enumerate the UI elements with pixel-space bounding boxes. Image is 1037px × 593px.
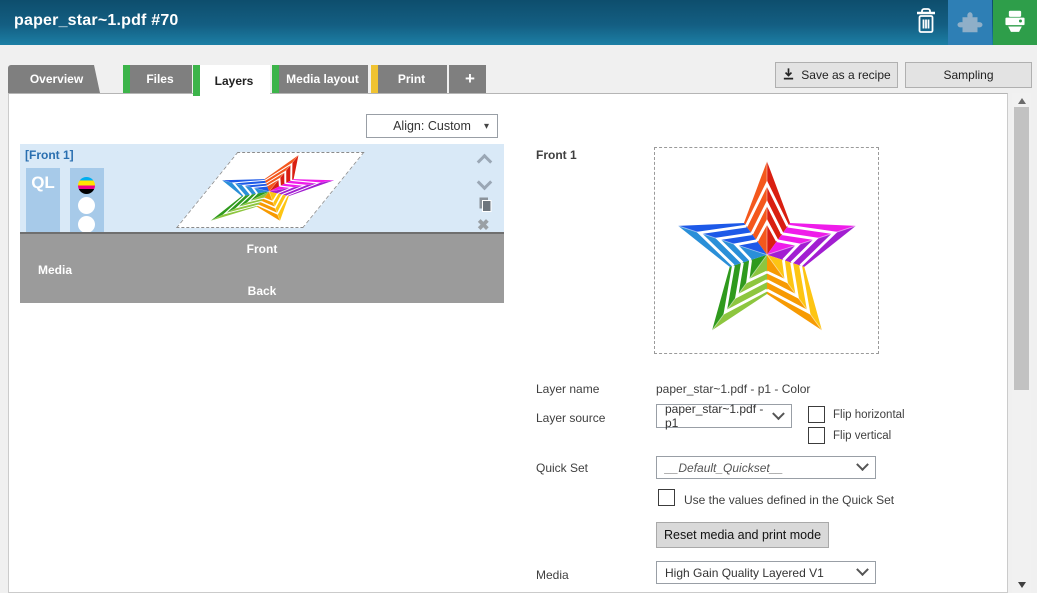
align-select[interactable]: Align: Custom ▾ bbox=[366, 114, 498, 138]
tab-status-stripe bbox=[371, 65, 378, 93]
tab-label: Files bbox=[146, 72, 174, 86]
empty-ink-dot bbox=[78, 216, 95, 233]
title-bar: paper_star~1.pdf #70 bbox=[0, 0, 1037, 45]
layer-source-value: paper_star~1.pdf - p1 bbox=[665, 402, 764, 430]
save-as-recipe-button[interactable]: Save as a recipe bbox=[775, 62, 898, 88]
layer-name-label: Layer name bbox=[536, 382, 600, 396]
tab-label: Media layout bbox=[286, 72, 359, 86]
dropdown-triangle-icon: ▾ bbox=[483, 120, 489, 132]
scroll-up-arrow[interactable] bbox=[1012, 93, 1031, 109]
quick-set-label: Quick Set bbox=[536, 461, 589, 475]
flip-horizontal-checkbox[interactable] bbox=[808, 406, 825, 423]
layer-name-value: paper_star~1.pdf - p1 - Color bbox=[656, 382, 811, 396]
puzzle-icon bbox=[955, 6, 985, 39]
printer-icon bbox=[1000, 6, 1030, 39]
reset-button-label: Reset media and print mode bbox=[663, 528, 822, 542]
chevron-down-icon bbox=[856, 563, 869, 577]
media-label: Media bbox=[536, 568, 569, 582]
quick-set-select[interactable]: __Default_Quickset__ bbox=[656, 456, 876, 479]
tab-label: Layers bbox=[214, 73, 254, 88]
move-layer-up-icon[interactable] bbox=[476, 153, 493, 170]
triangle-up-icon bbox=[1017, 98, 1026, 104]
media-select[interactable]: High Gain Quality Layered V1 bbox=[656, 561, 876, 584]
layer-row-label: [Front 1] bbox=[25, 148, 74, 162]
delete-job-button[interactable] bbox=[904, 0, 948, 45]
accessories-button[interactable] bbox=[948, 0, 992, 45]
delete-layer-icon[interactable]: ✖ bbox=[477, 217, 490, 234]
media-structure-band: Front Media Back bbox=[20, 234, 504, 303]
reset-media-print-mode-button[interactable]: Reset media and print mode bbox=[656, 522, 829, 548]
row-divider bbox=[20, 232, 504, 234]
tab-label: Print bbox=[397, 72, 426, 86]
tab-media-layout[interactable]: Media layout bbox=[272, 65, 368, 93]
save-as-recipe-label: Save as a recipe bbox=[801, 68, 891, 82]
use-quickset-checkbox[interactable] bbox=[658, 489, 675, 506]
media-select-value: High Gain Quality Layered V1 bbox=[665, 565, 824, 580]
cmyk-ink-dot bbox=[78, 177, 95, 194]
tab-print[interactable]: Print bbox=[371, 65, 447, 93]
layer-preview-image bbox=[654, 147, 879, 354]
tab-files[interactable]: Files bbox=[123, 65, 192, 93]
tab-status-stripe bbox=[272, 65, 279, 93]
triangle-down-icon bbox=[1017, 582, 1026, 588]
layer-thumbnail-preview bbox=[176, 152, 365, 228]
chevron-down-icon bbox=[856, 458, 869, 472]
print-button[interactable] bbox=[993, 0, 1037, 45]
front-layer-row[interactable]: [Front 1] QL ✖ bbox=[20, 144, 504, 234]
tab-overview[interactable]: Overview bbox=[8, 65, 100, 93]
scrollbar-thumb[interactable] bbox=[1014, 107, 1029, 390]
window-title: paper_star~1.pdf #70 bbox=[14, 12, 179, 29]
plus-icon: + bbox=[465, 69, 475, 88]
use-quickset-label: Use the values defined in the Quick Set bbox=[684, 493, 895, 507]
move-layer-down-icon[interactable] bbox=[476, 174, 493, 191]
trash-icon bbox=[914, 7, 938, 38]
sampling-button[interactable]: Sampling bbox=[905, 62, 1032, 88]
download-icon bbox=[782, 67, 795, 83]
flip-horizontal-label: Flip horizontal bbox=[833, 409, 905, 421]
flip-vertical-checkbox[interactable] bbox=[808, 427, 825, 444]
scroll-down-arrow[interactable] bbox=[1012, 577, 1031, 593]
tab-label: Overview bbox=[29, 72, 84, 86]
sampling-label: Sampling bbox=[943, 68, 994, 82]
vertical-scrollbar[interactable] bbox=[1012, 93, 1031, 593]
tab-bar: Overview Files Layers Media layout Print… bbox=[0, 62, 1037, 96]
details-heading: Front 1 bbox=[536, 148, 577, 162]
add-tab-button[interactable]: + bbox=[449, 65, 486, 93]
ink-channels-bar bbox=[70, 168, 104, 233]
layers-tab-content: Align: Custom ▾ [Front 1] QL bbox=[8, 93, 1008, 593]
layer-row-actions: ✖ bbox=[472, 144, 498, 234]
align-select-value: Align: Custom bbox=[393, 119, 471, 133]
tab-status-stripe bbox=[193, 65, 200, 96]
layer-source-label: Layer source bbox=[536, 411, 606, 425]
band-media-label: Media bbox=[38, 263, 73, 277]
band-back-label: Back bbox=[247, 284, 277, 298]
layer-source-select[interactable]: paper_star~1.pdf - p1 bbox=[656, 402, 792, 430]
tab-layers[interactable]: Layers bbox=[193, 65, 270, 96]
flip-vertical-label: Flip vertical bbox=[833, 430, 892, 442]
quick-set-value: __Default_Quickset__ bbox=[665, 460, 784, 475]
empty-ink-dot bbox=[78, 197, 95, 214]
duplicate-layer-icon[interactable] bbox=[477, 196, 493, 218]
quality-badge: QL bbox=[26, 168, 60, 232]
band-front-label: Front bbox=[246, 242, 278, 256]
tab-status-stripe bbox=[123, 65, 130, 93]
